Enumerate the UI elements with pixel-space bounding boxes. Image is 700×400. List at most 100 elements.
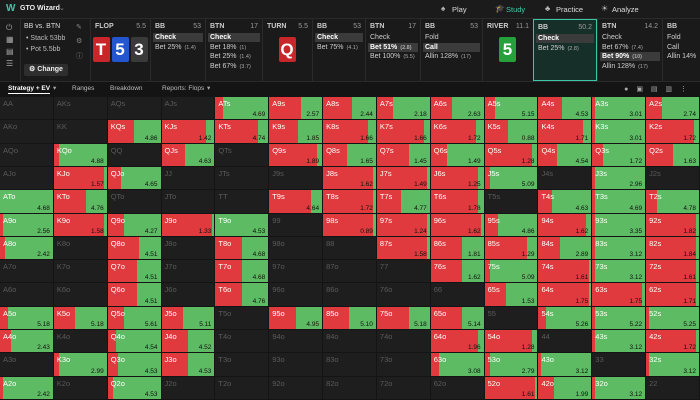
- hand-cell[interactable]: 1.65 Q8s: [323, 143, 376, 166]
- hand-cell[interactable]: 4.74 KTs: [215, 120, 269, 143]
- hand-cell[interactable]: 4.63 T4s: [538, 190, 592, 213]
- tab[interactable]: Breakdown: [110, 85, 143, 92]
- hand-cell[interactable]: 1.33 J9o: [161, 213, 215, 236]
- hand-cell[interactable]: 1.99 42o: [538, 376, 592, 399]
- hand-cell[interactable]: 1.72 42s: [646, 330, 699, 353]
- action-column[interactable]: BB 53 Check Bet 25% (1.4): [150, 19, 205, 81]
- hand-cell[interactable]: 3.12 32o: [592, 376, 646, 399]
- street-column[interactable]: TURN 5.5 Q: [262, 19, 312, 81]
- hand-cell[interactable]: 3.12 32s: [646, 353, 699, 376]
- hand-cell[interactable]: 2.42 A8o: [0, 236, 53, 260]
- hand-cell[interactable]: 2.99 K3o: [53, 353, 107, 376]
- hand-cell[interactable]: 97o: [269, 260, 323, 283]
- hand-cell[interactable]: 4.51 Q8o: [107, 236, 161, 260]
- hand-cell[interactable]: A6o: [0, 283, 53, 306]
- hand-cell[interactable]: 44: [538, 330, 592, 353]
- action-option[interactable]: Check: [600, 33, 660, 42]
- tab[interactable]: Ranges: [72, 85, 95, 92]
- hand-cell[interactable]: 2.44 A8s: [323, 97, 376, 120]
- hand-cell[interactable]: 4.86 95s: [484, 213, 538, 236]
- action-column[interactable]: BB Fold Call Allin 14%: [662, 19, 700, 81]
- hand-cell[interactable]: 1.42 KJs: [161, 120, 215, 143]
- hand-cell[interactable]: J7o: [161, 260, 215, 283]
- hand-cell[interactable]: 5.15 A5s: [484, 97, 538, 120]
- hand-cell[interactable]: 1.71 62s: [646, 283, 699, 306]
- hand-cell[interactable]: 96o: [269, 283, 323, 306]
- hand-cell[interactable]: 3.12 73s: [592, 260, 646, 283]
- hand-cell[interactable]: 3.12 43o: [538, 353, 592, 376]
- hand-cell[interactable]: 73o: [376, 353, 430, 376]
- hand-cell[interactable]: A7o: [0, 260, 53, 283]
- action-option[interactable]: Bet 25% (1.4): [153, 43, 203, 52]
- hand-cell[interactable]: 1.66 K8s: [323, 120, 376, 143]
- action-option[interactable]: Allin 14%: [665, 52, 698, 61]
- hand-cell[interactable]: 88: [323, 236, 376, 260]
- hand-cell[interactable]: 1.62 J8s: [323, 166, 376, 190]
- hand-cell[interactable]: 4.64 T9s: [269, 190, 323, 213]
- hand-cell[interactable]: 3.35 93s: [592, 213, 646, 236]
- action-option[interactable]: Check: [368, 33, 418, 42]
- hand-cell[interactable]: 4.68 T8o: [215, 236, 269, 260]
- hand-cell[interactable]: 2.74 A2s: [646, 97, 699, 120]
- tab[interactable]: Reports: Flops: [162, 85, 205, 92]
- hand-cell[interactable]: 4.68 ATo: [0, 190, 53, 213]
- hand-cell[interactable]: 1.75 64s: [538, 283, 592, 306]
- hand-cell[interactable]: T2o: [215, 376, 269, 399]
- nav-icon[interactable]: ♣: [545, 4, 551, 13]
- hand-cell[interactable]: 5.22 53s: [592, 306, 646, 330]
- hand-cell[interactable]: 1.75 63s: [592, 283, 646, 306]
- hand-cell[interactable]: 4.68 T7o: [215, 260, 269, 283]
- hand-cell[interactable]: QQ: [107, 143, 161, 166]
- hand-cell[interactable]: 2.42 A2o: [0, 376, 53, 399]
- hand-cell[interactable]: 3.01 A3s: [592, 97, 646, 120]
- icon-power[interactable]: ⏻: [6, 23, 13, 32]
- hand-cell[interactable]: J4s: [538, 166, 592, 190]
- hand-cell[interactable]: 0.88 K5s: [484, 120, 538, 143]
- hand-cell[interactable]: 5.09 75s: [484, 260, 538, 283]
- hand-cell[interactable]: 4.53 Q3o: [107, 353, 161, 376]
- hand-cell[interactable]: 3.01 K3s: [592, 120, 646, 143]
- hand-cell[interactable]: 1.85 K9s: [269, 120, 323, 143]
- hand-cell[interactable]: AQs: [107, 97, 161, 120]
- view-icons[interactable]: ● ▣ ▤ ▥ ⋮: [624, 86, 690, 93]
- hand-cell[interactable]: 2.96 J3s: [592, 166, 646, 190]
- hand-cell[interactable]: 4.69 ATs: [215, 97, 269, 120]
- hand-cell[interactable]: 1.28 Q5s: [484, 143, 538, 166]
- hand-cell[interactable]: KK: [53, 120, 107, 143]
- street-column[interactable]: RIVER 11.1 5: [482, 19, 533, 81]
- action-option[interactable]: Check: [315, 33, 363, 42]
- hand-cell[interactable]: 4.53 T9o: [215, 213, 269, 236]
- action-option[interactable]: Fold: [423, 33, 480, 42]
- tab-caret[interactable]: ▾: [207, 85, 211, 92]
- hand-cell[interactable]: 1.61 72s: [646, 260, 699, 283]
- hand-cell[interactable]: 3.08 63o: [430, 353, 484, 376]
- hand-cell[interactable]: 4.76 KTo: [53, 190, 107, 213]
- hand-cell[interactable]: 3.12 83s: [592, 236, 646, 260]
- hand-cell[interactable]: K2o: [53, 376, 107, 399]
- hand-cell[interactable]: 1.61 74s: [538, 260, 592, 283]
- hand-cell[interactable]: 3.12 43s: [592, 330, 646, 353]
- hand-cell[interactable]: 1.78 T6s: [430, 190, 484, 213]
- hand-cell[interactable]: 4.53 J3o: [161, 353, 215, 376]
- hand-cell[interactable]: 76o: [376, 283, 430, 306]
- nav-item[interactable]: Play: [452, 5, 467, 14]
- hand-cell[interactable]: 98o: [269, 236, 323, 260]
- hand-cell[interactable]: AQo: [0, 143, 53, 166]
- hand-cell[interactable]: K6o: [53, 283, 107, 306]
- hand-cell[interactable]: QTo: [107, 190, 161, 213]
- hand-cell[interactable]: J6o: [161, 283, 215, 306]
- hand-cell[interactable]: 2.18 A7s: [376, 97, 430, 120]
- hand-cell[interactable]: AKs: [53, 97, 107, 120]
- hand-cell[interactable]: QTs: [215, 143, 269, 166]
- hand-cell[interactable]: 1.58 87s: [376, 236, 430, 260]
- action-option[interactable]: Bet 25% (2.8): [536, 44, 594, 53]
- action-option[interactable]: Check: [536, 34, 594, 43]
- hand-cell[interactable]: AJs: [161, 97, 215, 120]
- hand-cell[interactable]: 2.89 84s: [538, 236, 592, 260]
- hand-cell[interactable]: 99: [269, 213, 323, 236]
- nav-icon[interactable]: ☀: [601, 4, 609, 13]
- action-column[interactable]: BTN 14.2 Check Bet 67% (7.4) Bet 90% (10) Allin…: [597, 19, 662, 81]
- hand-cell[interactable]: 1.62 76s: [430, 260, 484, 283]
- hand-cell[interactable]: 5.26 54s: [538, 306, 592, 330]
- hand-cell[interactable]: K8o: [53, 236, 107, 260]
